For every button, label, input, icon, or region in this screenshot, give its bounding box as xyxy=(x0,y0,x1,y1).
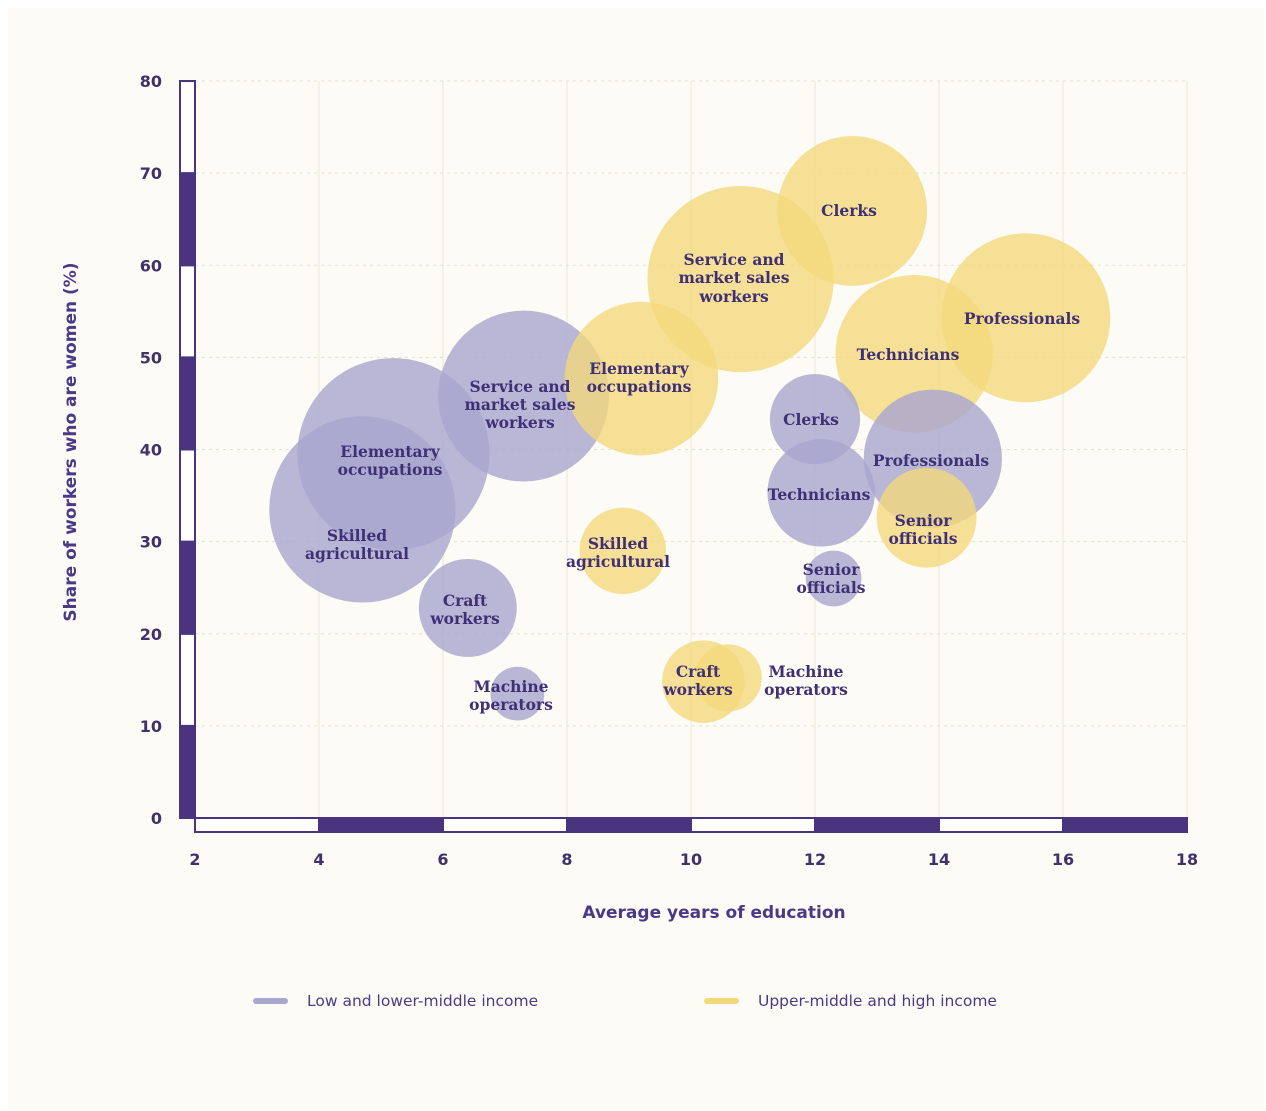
bubble-high-skilled-agricultural xyxy=(579,507,666,595)
bubble-label-low-machine: Machine xyxy=(474,677,549,696)
bubble-high-senior-officials xyxy=(876,467,977,568)
bubble-high-clerks xyxy=(777,136,928,286)
bubble-high-elementary-occupations xyxy=(564,301,719,456)
bubble-label-high-professionals: Professionals xyxy=(964,309,1081,328)
bubble-label-low-skilled: Skilled xyxy=(327,526,387,545)
bubble-low-skilled-agricultural xyxy=(269,416,456,603)
bubble-label-low-craft: Craft xyxy=(443,591,488,610)
bubble-label-low-senior: Senior xyxy=(803,560,861,579)
y-tick-label: 0 xyxy=(151,809,162,828)
bubble-label-high-senior: officials xyxy=(889,529,958,548)
x-axis-bar-segment xyxy=(442,817,568,833)
y-axis-bar-segment xyxy=(179,356,196,451)
x-axis-bar-segment xyxy=(1062,817,1188,833)
bubble-low-service-and-market-sales-workers xyxy=(438,310,610,482)
bubble-label-high-technicians: Technicians xyxy=(857,345,960,364)
x-tick-label: 16 xyxy=(1052,850,1074,869)
bubble-label-high-skilled: Skilled xyxy=(588,534,648,553)
bubble-label-low-service: Service and xyxy=(470,377,571,396)
x-axis-bar-segment xyxy=(814,817,940,833)
y-axis-bar-segment xyxy=(179,448,196,543)
y-tick-label: 20 xyxy=(140,625,162,644)
x-axis-bar-segment xyxy=(194,817,320,833)
bubble-label-low-elementary: occupations xyxy=(338,460,443,479)
bubble-low-technicians xyxy=(767,439,875,547)
y-axis-label: Share of workers who are women (%) xyxy=(61,262,81,621)
x-axis-label: Average years of education xyxy=(582,903,845,923)
y-tick-label: 30 xyxy=(140,533,162,552)
bubble-label-high-elementary: occupations xyxy=(587,377,692,396)
legend-swatch-low xyxy=(253,998,288,1004)
y-axis-bar-segment xyxy=(179,80,196,175)
bubble-label-low-senior: officials xyxy=(797,578,866,597)
x-tick-label: 14 xyxy=(928,850,950,869)
bubble-low-clerks xyxy=(769,373,861,465)
y-tick-label: 70 xyxy=(140,164,162,183)
y-axis-bar-segment xyxy=(179,540,196,635)
bubble-label-high-machine: Machine xyxy=(769,662,844,681)
bubble-label-low-service: market sales xyxy=(464,395,575,414)
y-tick-label: 80 xyxy=(140,72,162,91)
bubble-label-low-elementary: Elementary xyxy=(340,442,440,461)
bubble-label-high-craft: workers xyxy=(662,680,733,699)
bubble-label-low-professionals: Professionals xyxy=(873,451,990,470)
bubble-label-low-machine: operators xyxy=(469,695,553,714)
x-axis-bar-segment xyxy=(690,817,816,833)
bubble-label-high-service: workers xyxy=(698,287,769,306)
bubble-low-craft-workers xyxy=(418,558,517,657)
bubble-label-low-skilled: agricultural xyxy=(305,544,409,563)
legend-label-high: Upper-middle and high income xyxy=(758,992,997,1010)
bubble-label-high-skilled: agricultural xyxy=(566,552,670,571)
bubble-high-machine-operators xyxy=(694,644,762,712)
bubble-label-low-service: workers xyxy=(484,413,555,432)
bubble-low-machine-operators xyxy=(490,666,545,721)
y-axis-bar-segment xyxy=(179,264,196,359)
y-tick-label: 10 xyxy=(140,717,162,736)
y-tick-label: 60 xyxy=(140,256,162,275)
y-axis-bar-segment xyxy=(179,172,196,267)
axis-bars xyxy=(179,80,1188,833)
bubble-low-senior-officials xyxy=(805,550,862,607)
y-axis-bar-segment xyxy=(179,632,196,727)
x-tick-label: 8 xyxy=(561,850,572,869)
bubble-label-high-service: Service and xyxy=(684,250,785,269)
x-tick-label: 12 xyxy=(804,850,826,869)
x-tick-label: 6 xyxy=(437,850,448,869)
x-tick-label: 10 xyxy=(680,850,702,869)
bubbles xyxy=(269,136,1111,723)
x-axis-bar-segment xyxy=(566,817,692,833)
bubble-label-low-clerks: Clerks xyxy=(783,410,839,429)
x-axis-bar-segment xyxy=(938,817,1064,833)
bubble-label-high-machine: operators xyxy=(764,680,848,699)
bubble-label-low-technicians: Technicians xyxy=(768,485,871,504)
bubble-label-high-elementary: Elementary xyxy=(589,359,689,378)
bubble-label-high-service: market sales xyxy=(678,268,789,287)
y-tick-label: 40 xyxy=(140,441,162,460)
x-tick-label: 4 xyxy=(313,850,324,869)
y-tick-label: 50 xyxy=(140,348,162,367)
y-axis-bar-segment xyxy=(179,724,196,819)
bubble-label-low-craft: workers xyxy=(429,609,500,628)
legend-label-low: Low and lower-middle income xyxy=(307,992,538,1010)
legend-swatch-high xyxy=(704,998,739,1004)
x-tick-label: 18 xyxy=(1176,850,1198,869)
bubble-label-high-senior: Senior xyxy=(895,511,953,530)
bubble-label-high-clerks: Clerks xyxy=(821,201,877,220)
tick-labels: 0 10 20 30 40 50 60 70 80 2 4 6 8 10 12 14 16 18 xyxy=(140,72,1198,869)
x-tick-label: 2 xyxy=(189,850,200,869)
bubble-label-high-craft: Craft xyxy=(676,662,721,681)
x-axis-bar-segment xyxy=(318,817,444,833)
